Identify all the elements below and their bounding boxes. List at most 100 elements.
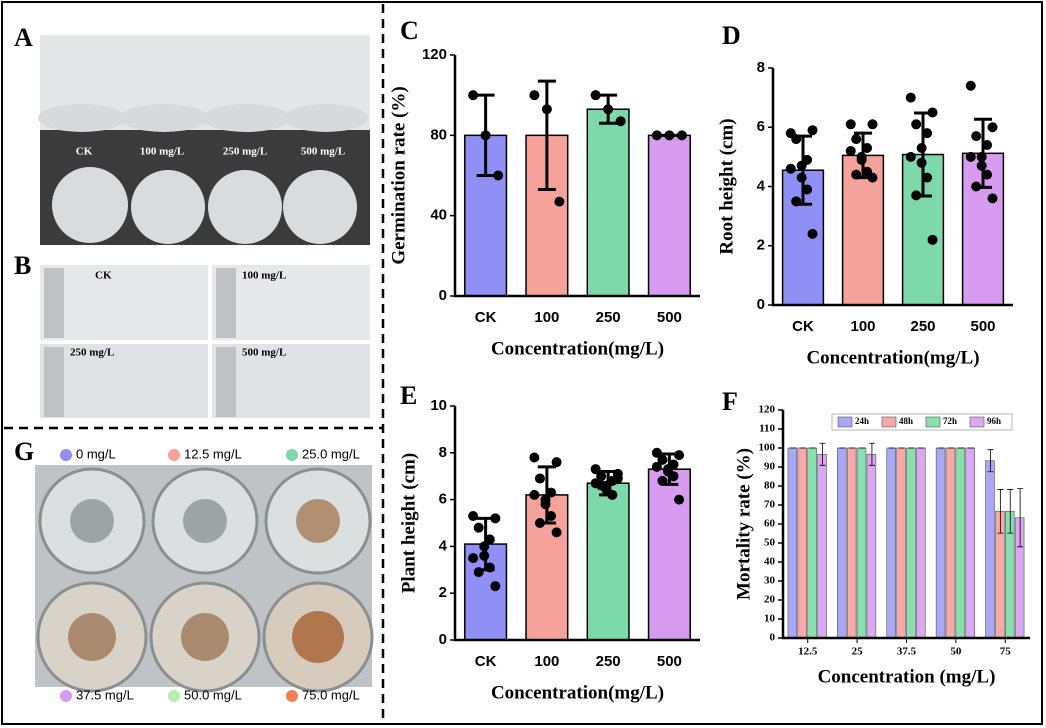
x-tick-label: 25 [852,646,864,658]
bar [586,482,630,641]
legend-swatch [60,449,72,461]
bar [985,460,995,639]
y-tick-label: 50 [764,537,776,549]
data-point [845,119,856,130]
data-point [791,196,802,207]
legend-swatch [969,416,985,428]
y-tick-label: 0 [757,296,765,313]
data-point [540,499,551,510]
data-point [468,553,479,564]
well-center [68,613,116,661]
data-point [905,92,916,103]
x-tick-label: 100 [534,309,559,326]
ruler [216,347,236,417]
y-tick-label: 80 [430,126,447,143]
legend-label: 24h [855,416,869,426]
bar [647,468,691,641]
photo-caption: CK [95,270,112,282]
error-bar [819,442,826,466]
axis [771,68,1013,307]
dish [131,170,205,244]
legend-swatch [168,449,180,461]
y-tick-label: 2 [439,584,447,601]
well-center [292,611,344,663]
y-tick-label: 30 [764,575,776,587]
bar [965,447,975,639]
photo-g-legend: 0 mg/L 12.5 mg/L 25.0 mg/L 37.5 mg/L 50.… [60,446,360,702]
panel-label: C [400,16,419,45]
photo-caption: 100 mg/L [140,146,184,158]
data-point [807,125,818,136]
well-center [183,499,227,543]
data-point [851,134,862,145]
error-bar [987,449,994,473]
data-point [867,172,878,183]
data-point [976,151,987,162]
data-point [676,130,687,141]
data-point [480,130,491,141]
data-point [657,475,668,486]
data-point [493,170,504,181]
data-point [484,534,495,545]
y-tick-label: 120 [759,404,776,416]
dish [120,104,208,132]
axis [453,55,700,298]
x-tick-label: 500 [657,653,682,670]
bar [896,447,906,639]
y-tick-label: 8 [439,444,447,461]
data-point [796,172,807,183]
data-point [856,154,867,165]
well-center [296,499,340,543]
data-point [534,518,545,528]
well-center [181,613,229,661]
data-point [651,130,662,141]
error-bar [537,79,556,192]
legend-label: 96h [987,416,1001,426]
bar [846,447,857,639]
data-point [965,151,976,162]
photo-caption: CK [76,146,93,158]
data-point [971,181,982,192]
legend-swatch [925,416,941,428]
error-bar [1017,488,1024,548]
data-point [612,473,623,484]
data-point [674,494,685,505]
y-tick-label: 80 [764,480,776,492]
data-point [916,142,927,153]
x-axis-title: Concentration(mg/L) [806,347,979,368]
data-point [529,90,540,101]
data-point [484,562,495,573]
data-point [922,128,933,139]
photo [212,265,370,340]
data-point [802,184,813,195]
error-bar [997,489,1004,534]
photo-b: CK 100 mg/L 250 mg/L 500 mg/L [40,265,370,418]
legend-box [831,413,1013,431]
data-point [490,581,501,592]
data-point [490,513,501,524]
panel-label: G [14,437,34,466]
data-point [615,116,626,127]
data-point [651,447,662,458]
data-point [596,471,607,482]
y-tick-label: 0 [439,631,447,648]
data-point [651,461,662,472]
y-axis-title: Plant height (cm) [398,453,419,593]
data-point [927,234,938,245]
data-point [607,489,618,500]
y-tick-label: 0 [770,632,776,644]
x-tick-label: 100 [534,653,559,670]
data-point [845,145,856,156]
y-tick-label: 2 [757,237,765,254]
bar [1004,510,1015,639]
data-point [551,457,562,468]
x-axis-title: Concentration(mg/L) [491,338,664,359]
bar [935,447,946,639]
legend-label: 50.0 mg/L [184,687,242,702]
data-point [905,151,916,162]
data-point [791,134,802,145]
data-point [603,104,614,115]
axis [453,406,700,642]
